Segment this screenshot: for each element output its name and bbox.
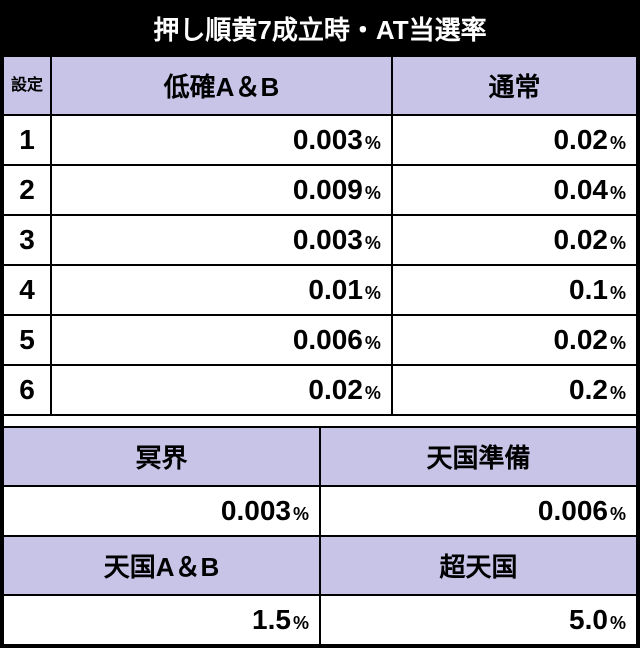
setting-cell: 2 — [3, 165, 51, 215]
value-cell: 0.003% — [51, 215, 392, 265]
value-cell: 1.5% — [3, 595, 320, 645]
table-container: 押し順黄7成立時・AT当選率 設定 低確A＆B 通常 1 0.003% 0.02… — [0, 0, 640, 648]
table-row: 3 0.003% 0.02% — [3, 215, 637, 265]
value-cell: 0.02% — [392, 115, 637, 165]
value-cell: 0.1% — [392, 265, 637, 315]
value-cell: 5.0% — [320, 595, 637, 645]
col-header: 超天国 — [320, 536, 637, 595]
value-cell: 0.01% — [51, 265, 392, 315]
bottom-table-1: 冥界 天国準備 0.003% 0.006% 天国A＆B 超天国 1.5% 5.0… — [2, 426, 638, 646]
value-cell: 0.04% — [392, 165, 637, 215]
col-header: 低確A＆B — [51, 56, 392, 115]
table-title: 押し順黄7成立時・AT当選率 — [2, 2, 638, 55]
table-row: 1 0.003% 0.02% — [3, 115, 637, 165]
col-header: 天国A＆B — [3, 536, 320, 595]
setting-cell: 6 — [3, 365, 51, 415]
table-row: 1.5% 5.0% — [3, 595, 637, 645]
value-cell: 0.02% — [392, 315, 637, 365]
col-header: 通常 — [392, 56, 637, 115]
spacer — [2, 416, 638, 426]
col-header: 冥界 — [3, 427, 320, 486]
value-cell: 0.003% — [51, 115, 392, 165]
value-cell: 0.02% — [392, 215, 637, 265]
setting-cell: 4 — [3, 265, 51, 315]
setting-cell: 5 — [3, 315, 51, 365]
table-row: 6 0.02% 0.2% — [3, 365, 637, 415]
col-header: 天国準備 — [320, 427, 637, 486]
value-cell: 0.02% — [51, 365, 392, 415]
value-cell: 0.006% — [320, 486, 637, 536]
table-row: 5 0.006% 0.02% — [3, 315, 637, 365]
table-row: 0.003% 0.006% — [3, 486, 637, 536]
value-cell: 0.006% — [51, 315, 392, 365]
value-cell: 0.009% — [51, 165, 392, 215]
top-table: 設定 低確A＆B 通常 1 0.003% 0.02% 2 0.009% 0.04… — [2, 55, 638, 416]
setting-cell: 3 — [3, 215, 51, 265]
table-row: 2 0.009% 0.04% — [3, 165, 637, 215]
table-row: 4 0.01% 0.1% — [3, 265, 637, 315]
setting-header: 設定 — [3, 56, 51, 115]
value-cell: 0.003% — [3, 486, 320, 536]
setting-cell: 1 — [3, 115, 51, 165]
value-cell: 0.2% — [392, 365, 637, 415]
